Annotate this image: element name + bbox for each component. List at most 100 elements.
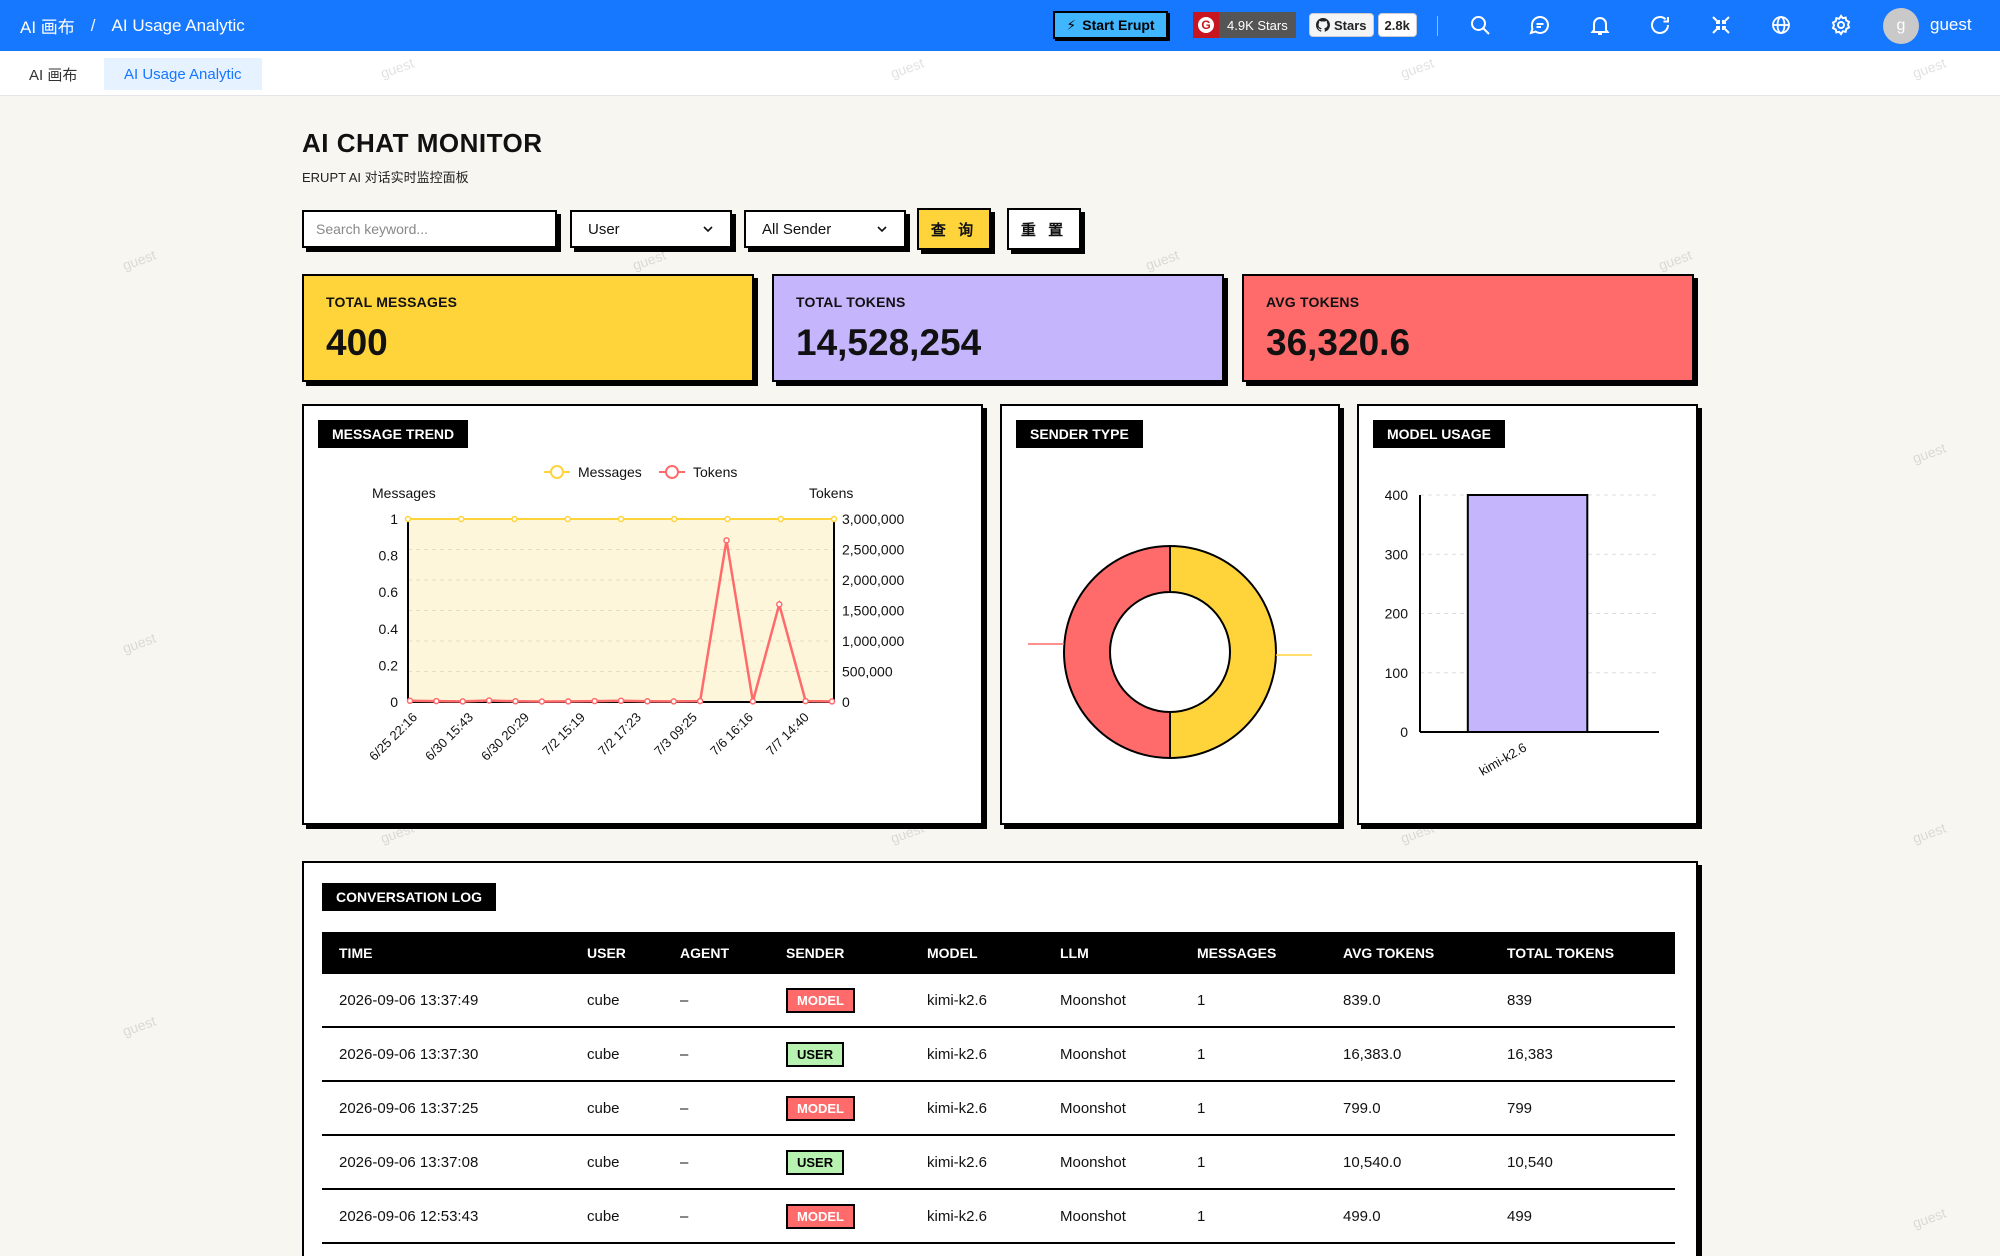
table-row[interactable]: 2026-09-06 13:37:25 cube – MODEL kimi-k2.6 Mo… [322,1082,1675,1136]
cell-sender: MODEL [786,1190,855,1242]
tokens-point [459,698,466,705]
tokens-point [802,697,809,705]
legend-label: Messages [578,464,642,480]
tab-ai-canvas[interactable]: AI 画布 [29,66,78,84]
messages-point [617,515,625,523]
bar-kimi-k2.6 [1466,494,1589,733]
avatar[interactable]: g [1883,8,1919,44]
y-tick-label: 100 [1385,665,1409,681]
cell-total: 799 [1507,1099,1533,1117]
watermark-text: guest [630,246,668,274]
column-header-model[interactable]: MODEL [927,945,978,961]
sender-type-chart [1028,544,1312,760]
globe-icon[interactable] [1769,13,1793,37]
messages-point [458,515,465,523]
watermark-text: guest [1656,246,1694,274]
github-stars-button[interactable]: Stars [1309,13,1374,37]
table-row[interactable]: 2026-09-06 13:37:30 cube – USER kimi-k2.6 Moo… [322,1028,1675,1082]
cell-messages: 1 [1197,1099,1206,1117]
cell-total: 839 [1507,991,1533,1009]
watermark-text: guest [1910,819,1948,847]
panel-title: CONVERSATION LOG [322,883,496,911]
conversation-log-table: TIME USER AGENT SENDER MODEL LLM MESSAGES AVG T… [322,932,1675,1244]
pie-slice-user [1169,544,1277,760]
cell-messages: 1 [1197,1045,1206,1063]
query-button[interactable]: 查 询 [917,208,991,250]
column-header-total[interactable]: TOTAL TOKENS [1507,945,1615,961]
cell-model: kimi-k2.6 [927,1153,988,1171]
cell-avg: 799.0 [1343,1099,1381,1117]
github-stars-badge[interactable]: Stars 2.8k [1309,12,1417,38]
column-header-messages[interactable]: MESSAGES [1197,945,1277,961]
column-header-avg[interactable]: AVG TOKENS [1343,945,1435,961]
y-left-axis-title: Messages [372,485,436,501]
cell-time: 2026-09-06 13:37:30 [339,1045,479,1063]
page-title: AI CHAT MONITOR [302,128,543,158]
lightning-icon: ⚡ [1066,16,1077,33]
cell-time: 2026-09-06 12:53:43 [339,1207,479,1225]
tokens-point [406,697,414,705]
search-input[interactable]: Search keyword... [302,210,557,248]
x-tick-label: 6/30 20:29 [478,710,532,764]
tokens-point [644,698,651,705]
cell-messages: 1 [1197,991,1206,1009]
sender-select[interactable]: All Sender [744,210,906,248]
cell-avg: 499.0 [1343,1207,1381,1225]
y-right-tick-label: 500,000 [842,664,893,680]
chat-icon[interactable] [1528,13,1552,37]
panel-title: MODEL USAGE [1373,420,1505,448]
cell-agent: – [680,1099,689,1117]
tokens-point [617,697,625,705]
column-header-agent[interactable]: AGENT [680,945,729,961]
cell-user: cube [587,1153,620,1171]
tokens-point [776,601,783,608]
search-icon[interactable] [1468,13,1492,37]
start-erupt-label: Start Erupt [1082,17,1155,33]
toolbar-divider [1437,16,1438,36]
table-row[interactable]: 2026-09-06 12:53:43 cube – MODEL kimi-k2.6 Mo… [322,1190,1675,1244]
messages-point [777,515,784,523]
breadcrumb-item-canvas[interactable]: AI 画布 [20,18,75,37]
cell-sender: MODEL [786,1082,855,1134]
stat-value: 400 [326,322,388,363]
column-header-llm[interactable]: LLM [1060,945,1089,961]
user-name[interactable]: guest [1930,15,1972,34]
reset-button[interactable]: 重 置 [1007,208,1081,250]
gear-icon[interactable] [1829,13,1853,37]
gitee-logo-icon: G [1193,12,1219,38]
tokens-point [565,698,572,705]
y-tick-label: 0 [1400,724,1408,740]
x-tick-label: 6/25 22:16 [366,710,420,764]
refresh-icon[interactable] [1648,13,1672,37]
table-row[interactable]: 2026-09-06 13:37:49 cube – MODEL kimi-k2.6 Mo… [322,974,1675,1028]
breadcrumb-item-current[interactable]: AI Usage Analytic [111,15,245,35]
cell-agent: – [680,1045,689,1063]
user-select[interactable]: User [570,210,732,248]
start-erupt-button[interactable]: ⚡ Start Erupt [1053,11,1168,39]
bell-icon[interactable] [1588,13,1612,37]
x-tick-label: 6/30 15:43 [422,710,476,764]
y-left-tick-label: 0.4 [379,621,399,637]
column-header-user[interactable]: USER [587,945,626,961]
stat-card-avg-tokens: AVG TOKENS 36,320.6 [1242,274,1694,382]
sender-badge: MODEL [786,1203,855,1229]
tab-ai-usage-analytic[interactable]: AI Usage Analytic [104,58,262,90]
watermark-text: guest [120,246,158,274]
x-tick-label: 7/7 14:40 [763,710,812,759]
conversation-log-panel: CONVERSATION LOG [302,861,1698,1256]
table-row[interactable]: 2026-09-06 13:37:08 cube – USER kimi-k2.6 Moo… [322,1136,1675,1190]
cell-llm: Moonshot [1060,1153,1126,1171]
column-header-sender[interactable]: SENDER [786,945,845,961]
github-stars-count: 2.8k [1377,13,1417,37]
gitee-stars-badge[interactable]: G 4.9K Stars [1193,12,1296,38]
tokens-point [696,697,704,705]
cell-time: 2026-09-06 13:37:25 [339,1099,479,1117]
cell-time: 2026-09-06 13:37:08 [339,1153,479,1171]
watermark-text: guest [120,629,158,657]
fullscreen-icon[interactable] [1709,13,1733,37]
message-trend-chart: 0 0.2 0.4 0.6 0.8 1 0 500,000 1,000,000 1,500,000… [366,464,904,764]
column-header-time[interactable]: TIME [339,945,373,961]
y-left-tick-label: 0.8 [379,548,399,564]
cell-avg: 839.0 [1343,991,1381,1009]
cell-llm: Moonshot [1060,1207,1126,1225]
